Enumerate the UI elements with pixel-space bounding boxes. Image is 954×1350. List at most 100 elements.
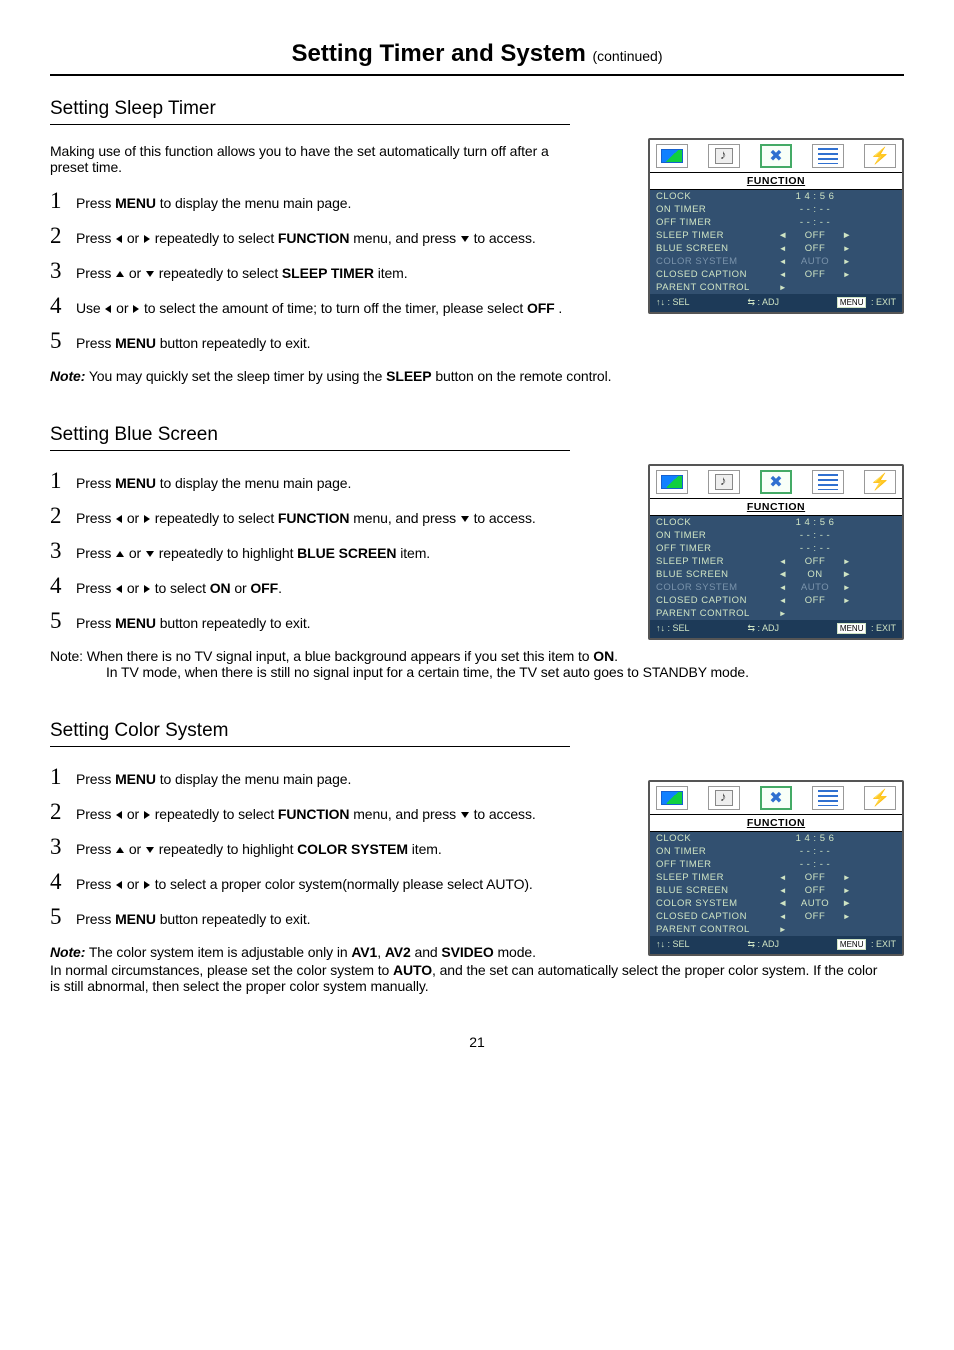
osd-row-right-arrow: ► [840, 898, 854, 909]
osd-row-label: BLUE SCREEN [656, 243, 776, 254]
osd-row-left-arrow: ◄ [776, 596, 790, 605]
osd-row-right-arrow: ► [840, 244, 854, 253]
step-number: 2 [50, 504, 76, 527]
osd-footer-adj: ⇆ : ADJ [747, 297, 779, 308]
osd-wrapper: ✖ ⚡ FUNCTION CLOCK 1 4 : 5 6 ON TIMER - … [648, 138, 904, 314]
osd-row-label: ON TIMER [656, 530, 776, 541]
instruction-step: 2 Press or repeatedly to select FUNCTION… [50, 800, 570, 823]
step-number: 1 [50, 469, 76, 492]
osd-body: FUNCTION CLOCK 1 4 : 5 6 ON TIMER - - : … [650, 498, 902, 620]
step-number: 1 [50, 189, 76, 212]
section-note-tail: In normal circumstances, please set the … [50, 962, 890, 994]
section-note: Note: When there is no TV signal input, … [50, 648, 904, 680]
osd-row-label: CLOCK [656, 517, 776, 528]
osd-menu-row: PARENT CONTROL ► [650, 607, 902, 620]
osd-footer-sel: ↑↓ : SEL [656, 939, 690, 950]
osd-menu-row: CLOSED CAPTION ◄ OFF ► [650, 594, 902, 607]
osd-row-label: PARENT CONTROL [656, 282, 776, 293]
osd-tab-sound [708, 470, 740, 494]
instruction-step: 4 Press or to select a proper color syst… [50, 870, 570, 893]
osd-row-left-arrow: ◄ [776, 557, 790, 566]
osd-row-value: - - : - - [790, 846, 840, 857]
osd-menu-row: BLUE SCREEN ◄ OFF ► [650, 242, 902, 255]
step-text: Press or repeatedly to select SLEEP TIME… [76, 265, 570, 281]
step-number: 2 [50, 224, 76, 247]
osd-tabs: ✖ ⚡ [650, 782, 902, 814]
osd-row-label: BLUE SCREEN [656, 885, 776, 896]
steps-list: 1 Press MENU to display the menu main pa… [50, 189, 570, 352]
instruction-step: 2 Press or repeatedly to select FUNCTION… [50, 504, 570, 527]
osd-row-label: OFF TIMER [656, 217, 776, 228]
osd-menu-row: COLOR SYSTEM ◄ AUTO ► [650, 581, 902, 594]
osd-footer-sel: ↑↓ : SEL [656, 623, 690, 634]
step-text: Press MENU button repeatedly to exit. [76, 911, 570, 927]
steps-list: 1 Press MENU to display the menu main pa… [50, 765, 570, 928]
step-number: 3 [50, 539, 76, 562]
osd-row-right-arrow: ► [840, 270, 854, 279]
osd-row-value: AUTO [790, 256, 840, 267]
osd-row-value: AUTO [790, 898, 840, 909]
page-title: Setting Timer and System (continued) [50, 40, 904, 76]
osd-menu-row: OFF TIMER - - : - - [650, 858, 902, 871]
osd-menu-row: BLUE SCREEN ◄ ON ► [650, 568, 902, 581]
osd-row-left-arrow: ◄ [776, 244, 790, 253]
step-text: Press MENU button repeatedly to exit. [76, 615, 570, 631]
step-number: 5 [50, 609, 76, 632]
osd-row-value: - - : - - [790, 204, 840, 215]
osd-row-right-arrow: ► [840, 912, 854, 921]
osd-row-label: COLOR SYSTEM [656, 898, 776, 909]
step-text: Press MENU button repeatedly to exit. [76, 335, 570, 351]
osd-tab-other: ⚡ [864, 470, 896, 494]
step-text: Use or to select the amount of time; to … [76, 300, 570, 316]
step-text: Press or repeatedly to highlight BLUE SC… [76, 545, 570, 561]
step-text: Press or repeatedly to select FUNCTION m… [76, 510, 570, 526]
osd-title: FUNCTION [650, 814, 902, 832]
osd-tab-install [812, 470, 844, 494]
osd-menu-row: BLUE SCREEN ◄ OFF ► [650, 884, 902, 897]
osd-row-value: - - : - - [790, 217, 840, 228]
instruction-step: 1 Press MENU to display the menu main pa… [50, 469, 570, 492]
section-note: Note: You may quickly set the sleep time… [50, 368, 890, 384]
osd-tab-function: ✖ [760, 144, 792, 168]
osd-panel: ✖ ⚡ FUNCTION CLOCK 1 4 : 5 6 ON TIMER - … [648, 464, 904, 640]
osd-row-value: OFF [790, 230, 840, 241]
osd-row-value: 1 4 : 5 6 [790, 517, 840, 528]
section-heading: Setting Blue Screen [50, 424, 570, 451]
instruction-step: 2 Press or repeatedly to select FUNCTION… [50, 224, 570, 247]
osd-row-left-arrow: ◄ [776, 230, 790, 241]
osd-row-label: CLOCK [656, 191, 776, 202]
osd-row-label: OFF TIMER [656, 859, 776, 870]
osd-panel: ✖ ⚡ FUNCTION CLOCK 1 4 : 5 6 ON TIMER - … [648, 138, 904, 314]
step-number: 4 [50, 870, 76, 893]
osd-body: FUNCTION CLOCK 1 4 : 5 6 ON TIMER - - : … [650, 172, 902, 294]
osd-panel: ✖ ⚡ FUNCTION CLOCK 1 4 : 5 6 ON TIMER - … [648, 780, 904, 956]
osd-row-value: OFF [790, 269, 840, 280]
osd-footer-exit: MENU : EXIT [837, 939, 896, 950]
osd-row-value: - - : - - [790, 530, 840, 541]
osd-wrapper: ✖ ⚡ FUNCTION CLOCK 1 4 : 5 6 ON TIMER - … [648, 464, 904, 640]
osd-row-label: PARENT CONTROL [656, 608, 776, 619]
instruction-step: 3 Press or repeatedly to highlight BLUE … [50, 539, 570, 562]
osd-menu-row: CLOCK 1 4 : 5 6 [650, 190, 902, 203]
osd-row-value: - - : - - [790, 859, 840, 870]
osd-row-label: BLUE SCREEN [656, 569, 776, 580]
osd-row-value: 1 4 : 5 6 [790, 833, 840, 844]
osd-tab-picture [656, 144, 688, 168]
osd-row-value: - - : - - [790, 543, 840, 554]
osd-row-value: OFF [790, 243, 840, 254]
step-number: 4 [50, 574, 76, 597]
osd-row-left-arrow: ► [776, 609, 790, 618]
osd-body: FUNCTION CLOCK 1 4 : 5 6 ON TIMER - - : … [650, 814, 902, 936]
osd-menu-row: CLOCK 1 4 : 5 6 [650, 832, 902, 845]
osd-row-right-arrow: ► [840, 257, 854, 266]
osd-row-label: SLEEP TIMER [656, 872, 776, 883]
step-number: 3 [50, 259, 76, 282]
osd-menu-row: OFF TIMER - - : - - [650, 542, 902, 555]
osd-tab-function: ✖ [760, 470, 792, 494]
osd-row-value: OFF [790, 595, 840, 606]
osd-footer: ↑↓ : SEL ⇆ : ADJ MENU : EXIT [650, 620, 902, 638]
osd-row-left-arrow: ► [776, 925, 790, 934]
osd-row-value: AUTO [790, 582, 840, 593]
osd-menu-row: OFF TIMER - - : - - [650, 216, 902, 229]
osd-tab-install [812, 786, 844, 810]
